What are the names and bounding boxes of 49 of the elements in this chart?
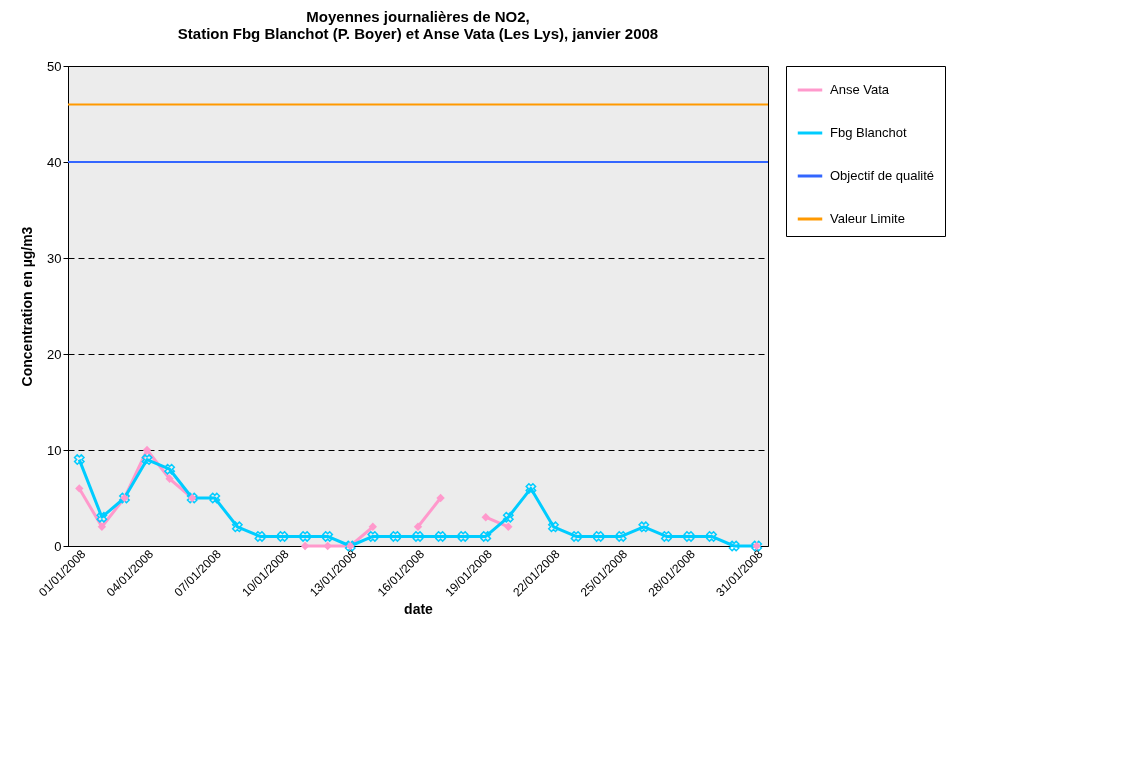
point bbox=[231, 521, 243, 533]
y-tick-label: 50 bbox=[47, 58, 62, 74]
point bbox=[412, 530, 424, 542]
point bbox=[683, 530, 695, 542]
point bbox=[389, 530, 401, 542]
point bbox=[209, 492, 221, 504]
legend-label: Objectif de qualité bbox=[830, 168, 935, 183]
point bbox=[97, 522, 107, 531]
y-tick-label: 30 bbox=[47, 250, 62, 266]
point bbox=[367, 530, 379, 542]
point bbox=[435, 530, 447, 542]
point bbox=[502, 511, 514, 523]
point bbox=[323, 541, 332, 551]
point bbox=[75, 484, 84, 493]
y-tick-label: 10 bbox=[47, 442, 62, 458]
point bbox=[73, 454, 85, 466]
point bbox=[570, 530, 582, 542]
point bbox=[593, 530, 605, 542]
legend-label: Fbg Blanchot bbox=[830, 125, 907, 140]
point bbox=[660, 530, 672, 542]
y-tick-label: 20 bbox=[47, 346, 62, 362]
point bbox=[481, 513, 490, 522]
point bbox=[299, 530, 311, 542]
point bbox=[436, 493, 445, 503]
legend-label: Anse Vata bbox=[830, 82, 890, 97]
point bbox=[413, 522, 423, 531]
chart-title: Moyennes journalières de NO2, Station Fbg Blanchot (P. Boyer) et Anse Vata (Les Lys), janvier 2008 bbox=[177, 8, 659, 42]
point bbox=[165, 474, 174, 483]
x-axis-title: date bbox=[404, 600, 434, 617]
y-axis-title: Concentration en µg/m3 bbox=[19, 226, 36, 387]
point bbox=[141, 454, 153, 466]
point bbox=[525, 482, 537, 494]
y-tick-label: 40 bbox=[47, 154, 62, 170]
point bbox=[322, 530, 334, 542]
point bbox=[96, 511, 108, 523]
point bbox=[706, 530, 717, 542]
point bbox=[615, 530, 627, 542]
point bbox=[164, 463, 176, 475]
point bbox=[142, 445, 152, 455]
point bbox=[368, 522, 378, 531]
point bbox=[548, 521, 559, 533]
point bbox=[277, 530, 288, 542]
point bbox=[480, 530, 492, 542]
point bbox=[254, 530, 266, 542]
point bbox=[638, 521, 650, 533]
point bbox=[457, 530, 469, 542]
y-tick-label: 0 bbox=[54, 538, 62, 554]
point bbox=[504, 522, 513, 531]
legend-label: Valeur Limite bbox=[830, 211, 905, 226]
